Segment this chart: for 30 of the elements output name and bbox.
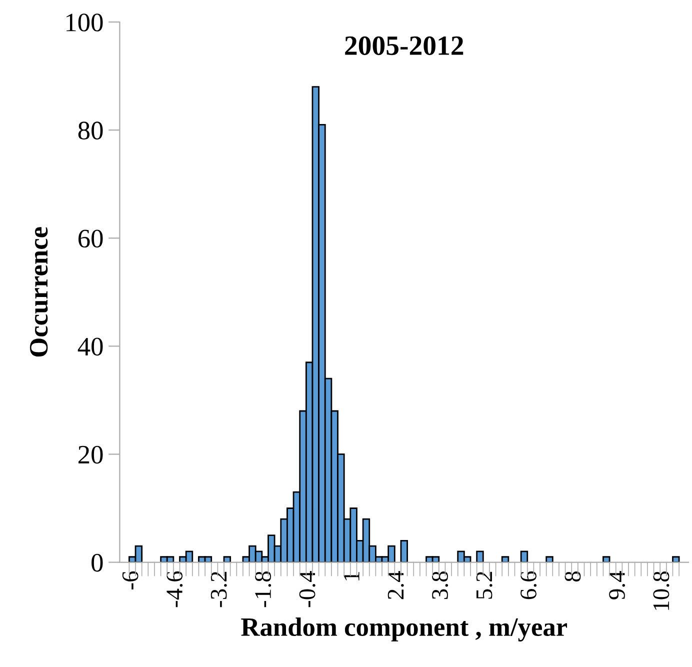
x-tick-label: -4.6 [166, 571, 183, 608]
y-tick-label: 100 [66, 14, 103, 32]
y-tick-label: 80 [78, 122, 103, 140]
y-tick-label: 60 [78, 230, 103, 248]
y-tick-label: 0 [92, 554, 103, 572]
bar [602, 556, 610, 562]
bar [672, 556, 680, 562]
x-tick-label: 2.4 [388, 570, 404, 600]
y-tick-label: 40 [78, 338, 103, 356]
bar [501, 556, 510, 562]
x-tick-label: 10.8 [653, 572, 670, 610]
x-tick-label: 9.4 [609, 570, 626, 600]
bar [520, 550, 528, 562]
x-tick-label: -1.8 [255, 572, 272, 608]
chart-title: 2005-2012 [345, 36, 464, 56]
x-tick-label: 6.6 [520, 571, 537, 600]
x-tick-label: -3.2 [210, 572, 227, 608]
bar [400, 540, 408, 562]
x-tick-label: 5.2 [476, 572, 492, 599]
x-tick-label: 3.8 [432, 572, 448, 599]
x-tick-label: -0.4 [299, 570, 316, 608]
x-tick-label: 8 [564, 572, 581, 582]
y-tick-label: 20 [78, 446, 103, 464]
bar [476, 550, 484, 562]
y-axis-title: Occurrence [30, 227, 48, 357]
x-tick-label: -6 [122, 571, 138, 590]
bar [546, 556, 554, 562]
bar [223, 556, 232, 562]
x-axis-title: Random component , m/year [241, 617, 568, 642]
x-tick-label: 1 [344, 572, 360, 580]
